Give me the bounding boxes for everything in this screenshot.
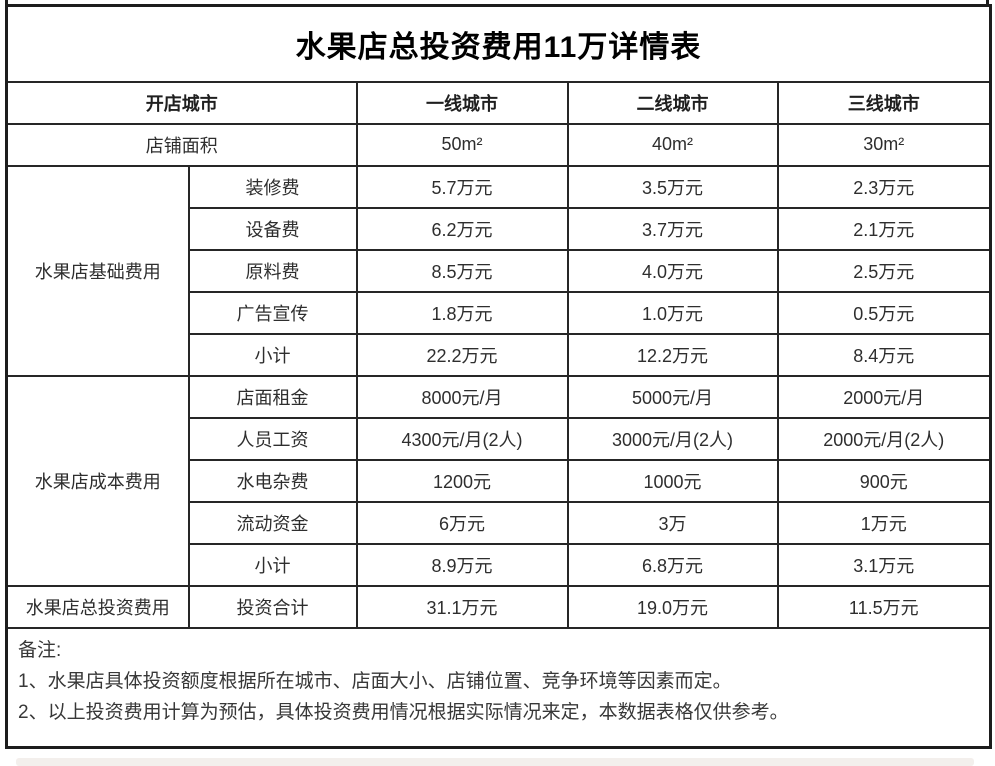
area-row: 店铺面积 50m² 40m² 30m²: [5, 122, 992, 167]
table-top-right-tick: [986, 0, 989, 5]
cell-value: 6.8万元: [566, 542, 779, 587]
table-row-subtotal: 小计 8.9万元 6.8万元 3.1万元: [7, 542, 992, 587]
cell-value: 900元: [776, 458, 992, 503]
table-row-subtotal: 小计 22.2万元 12.2万元 8.4万元: [7, 332, 992, 377]
header-col-tier1: 一线城市: [355, 80, 569, 125]
item-label: 小计: [187, 542, 358, 587]
cell-value: 5000元/月: [566, 374, 779, 419]
cell-value: 8.9万元: [355, 542, 569, 587]
item-label: 店面租金: [187, 374, 358, 419]
cell-value: 3.7万元: [566, 206, 779, 251]
table-row: 流动资金 6万元 3万 1万元: [7, 500, 992, 545]
group-operating-costs: 水果店成本费用: [5, 374, 190, 587]
cell-value: 2.5万元: [776, 248, 992, 293]
cell-value: 1万元: [776, 500, 992, 545]
cell-value: 2000元/月(2人): [776, 416, 992, 461]
note-line: 1、水果店具体投资额度根据所在城市、店面大小、店铺位置、竞争环境等因素而定。: [18, 670, 732, 692]
item-label: 流动资金: [187, 500, 358, 545]
table-row: 水果店成本费用 店面租金 8000元/月 5000元/月 2000元/月: [5, 374, 992, 587]
cell-value: 8000元/月: [355, 374, 569, 419]
table-row: 设备费 6.2万元 3.7万元 2.1万元: [7, 206, 992, 251]
header-row: 开店城市 一线城市 二线城市 三线城市: [5, 80, 992, 125]
cell-value: 4300元/月(2人): [355, 416, 569, 461]
area-value: 40m²: [566, 122, 779, 167]
table-title-row: 水果店总投资费用11万详情表: [5, 4, 992, 83]
cell-value: 3万: [566, 500, 779, 545]
cell-value: 5.7万元: [355, 164, 569, 209]
item-label: 广告宣传: [187, 290, 358, 335]
cell-value: 3000元/月(2人): [566, 416, 779, 461]
cell-value: 6万元: [355, 500, 569, 545]
cell-value: 1.0万元: [566, 290, 779, 335]
total-value: 11.5万元: [776, 584, 992, 629]
cell-value: 8.4万元: [776, 332, 992, 377]
area-value: 50m²: [355, 122, 569, 167]
cell-value: 2.1万元: [776, 206, 992, 251]
table-top-left-tick: [5, 0, 8, 5]
note-line: 2、以上投资费用计算为预估，具体投资费用情况根据实际情况来定，本数据表格仅供参考…: [18, 701, 789, 723]
investment-table: 水果店总投资费用11万详情表 开店城市 一线城市 二线城市 三线城市 店铺面积 …: [5, 4, 992, 749]
table-row: 人员工资 4300元/月(2人) 3000元/月(2人) 2000元/月(2人): [7, 416, 992, 461]
cell-value: 1.8万元: [355, 290, 569, 335]
item-label: 装修费: [187, 164, 358, 209]
cell-value: 8.5万元: [355, 248, 569, 293]
table-row: 原料费 8.5万元 4.0万元 2.5万元: [7, 248, 992, 293]
cell-value: 1200元: [355, 458, 569, 503]
group-basic-costs: 水果店基础费用: [5, 164, 190, 377]
cell-value: 6.2万元: [355, 206, 569, 251]
total-group-label: 水果店总投资费用: [5, 584, 190, 629]
notes-title: 备注:: [18, 639, 62, 661]
cell-value: 3.1万元: [776, 542, 992, 587]
total-value: 19.0万元: [566, 584, 779, 629]
total-row: 水果店总投资费用 投资合计 31.1万元 19.0万元 11.5万元: [5, 584, 992, 629]
item-label: 原料费: [187, 248, 358, 293]
cell-value: 12.2万元: [566, 332, 779, 377]
item-label: 水电杂费: [187, 458, 358, 503]
item-label: 设备费: [187, 206, 358, 251]
table-row: 水果店基础费用 装修费 5.7万元 3.5万元 2.3万元: [5, 164, 992, 377]
notes-row: 备注: 1、水果店具体投资额度根据所在城市、店面大小、店铺位置、竞争环境等因素而…: [5, 626, 992, 749]
cell-value: 2.3万元: [776, 164, 992, 209]
table-title: 水果店总投资费用11万详情表: [5, 4, 992, 83]
cell-value: 1000元: [566, 458, 779, 503]
table-row: 水电杂费 1200元 1000元 900元: [7, 458, 992, 503]
cell-value: 0.5万元: [776, 290, 992, 335]
cell-value: 4.0万元: [566, 248, 779, 293]
item-label: 小计: [187, 332, 358, 377]
header-col-tier2: 二线城市: [566, 80, 779, 125]
page-bottom-strip: [16, 758, 974, 766]
header-col-tier3: 三线城市: [776, 80, 992, 125]
cell-value: 3.5万元: [566, 164, 779, 209]
item-label: 人员工资: [187, 416, 358, 461]
area-label: 店铺面积: [5, 122, 358, 167]
header-city-label: 开店城市: [5, 80, 358, 125]
area-value: 30m²: [776, 122, 992, 167]
total-value: 31.1万元: [355, 584, 569, 629]
notes-cell: 备注: 1、水果店具体投资额度根据所在城市、店面大小、店铺位置、竞争环境等因素而…: [5, 626, 992, 749]
total-item-label: 投资合计: [187, 584, 358, 629]
cell-value: 2000元/月: [776, 374, 992, 419]
cell-value: 22.2万元: [355, 332, 569, 377]
table-row: 广告宣传 1.8万元 1.0万元 0.5万元: [7, 290, 992, 335]
